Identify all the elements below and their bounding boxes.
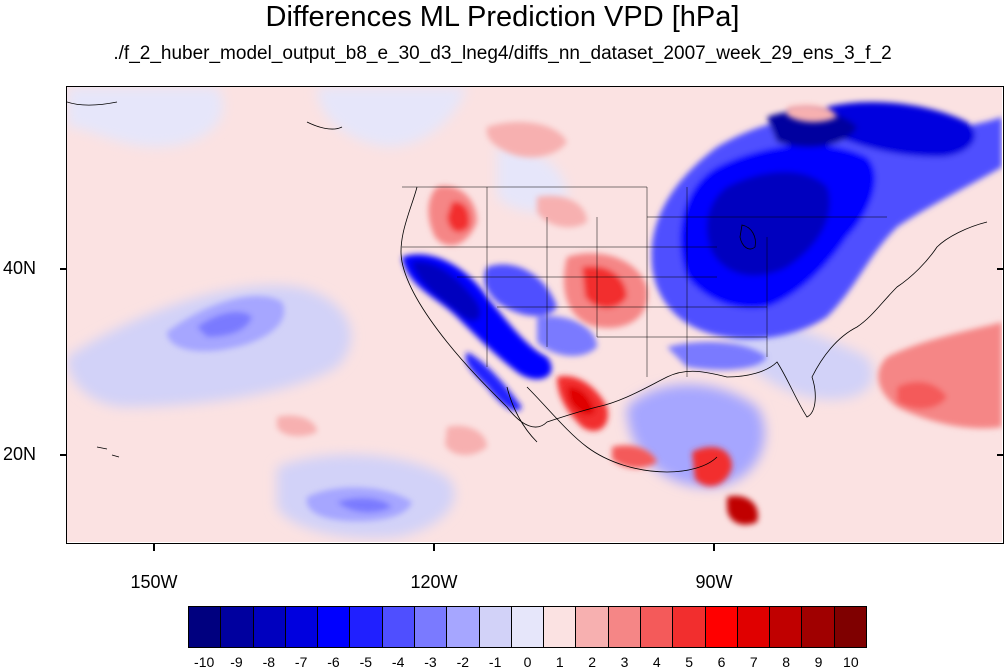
western-dry-bias (402, 254, 597, 411)
pacific-blue-blobs (167, 296, 412, 522)
colorbar-label: 1 (555, 654, 564, 670)
colorbar-label: -1 (488, 654, 502, 670)
eastern-dry-bias (651, 102, 1002, 370)
map-canvas (67, 87, 1002, 542)
colorbar-labels: -10 -9 -8 -7 -6 -5 -4 -3 -2 -1 0 1 2 3 4 5 6 7 8 9 10 (188, 654, 867, 672)
colorbar-swatch (414, 607, 448, 647)
lon-label-120w: 120W (410, 572, 458, 592)
colorbar-label: 3 (620, 654, 629, 670)
lon-label-150w: 150W (130, 572, 178, 592)
colorbar-swatch (834, 607, 866, 647)
colorbar-label: -5 (359, 654, 373, 670)
colorbar-swatch (447, 607, 480, 647)
colorbar-swatch (221, 607, 254, 647)
lat-tick-40n-right (997, 268, 1004, 270)
colorbar-swatch (737, 607, 771, 647)
colorbar-label: -7 (294, 654, 308, 670)
colorbar-label: 2 (588, 654, 597, 670)
colorbar-swatch (318, 607, 351, 647)
lat-tick-20n-right (997, 454, 1004, 456)
colorbar-label: 8 (782, 654, 791, 670)
colorbar-label: -4 (391, 654, 405, 670)
colorbar-swatch (608, 607, 641, 647)
lon-tick-90w (713, 544, 715, 551)
colorbar-swatch (382, 607, 415, 647)
wet-bias-regions (277, 104, 1002, 525)
lon-tick-120w (433, 544, 435, 551)
colorbar-label: 9 (814, 654, 823, 670)
colorbar-label: 4 (652, 654, 661, 670)
colorbar-swatch (673, 607, 706, 647)
coastlines (67, 101, 988, 473)
colorbar-label: -6 (327, 654, 340, 670)
colorbar-swatch (770, 607, 803, 647)
colorbar-swatch (640, 607, 674, 647)
colorbar-swatch (576, 607, 609, 647)
colorbar-swatch (285, 607, 319, 647)
colorbar-swatch (544, 607, 577, 647)
colorbar-label: 10 (843, 654, 859, 670)
colorbar (188, 606, 867, 648)
colorbar-swatch (479, 607, 512, 647)
lat-tick-40n-left (60, 268, 67, 270)
colorbar-label: -9 (230, 654, 243, 670)
vpd-difference-map (66, 86, 1004, 544)
colorbar-label: 6 (717, 654, 726, 670)
lat-label-20n: 20N (2, 444, 36, 464)
colorbar-swatch (705, 607, 738, 647)
lon-label-90w: 90W (695, 572, 733, 592)
lat-label-40n: 40N (2, 258, 36, 278)
colorbar-swatch (802, 607, 835, 647)
colorbar-label: -10 (194, 654, 215, 670)
plot-subtitle: ./f_2_huber_model_output_b8_e_30_d3_lneg… (113, 43, 892, 64)
colorbar-label: 5 (685, 654, 694, 670)
colorbar-label: -8 (262, 654, 276, 670)
colorbar-label: -2 (456, 654, 470, 670)
colorbar-label: 0 (523, 654, 532, 670)
colorbar-swatch (253, 607, 286, 647)
colorbar-label: 7 (749, 654, 758, 670)
colorbar-swatch (511, 607, 545, 647)
colorbar-swatch (350, 607, 383, 647)
lat-tick-20n-left (60, 454, 67, 456)
colorbar-swatch (189, 607, 222, 647)
state-boundaries (402, 186, 887, 377)
lon-tick-150w (153, 544, 155, 551)
plot-title: Differences ML Prediction VPD [hPa] (265, 1, 740, 33)
colorbar-label: -3 (424, 654, 437, 670)
